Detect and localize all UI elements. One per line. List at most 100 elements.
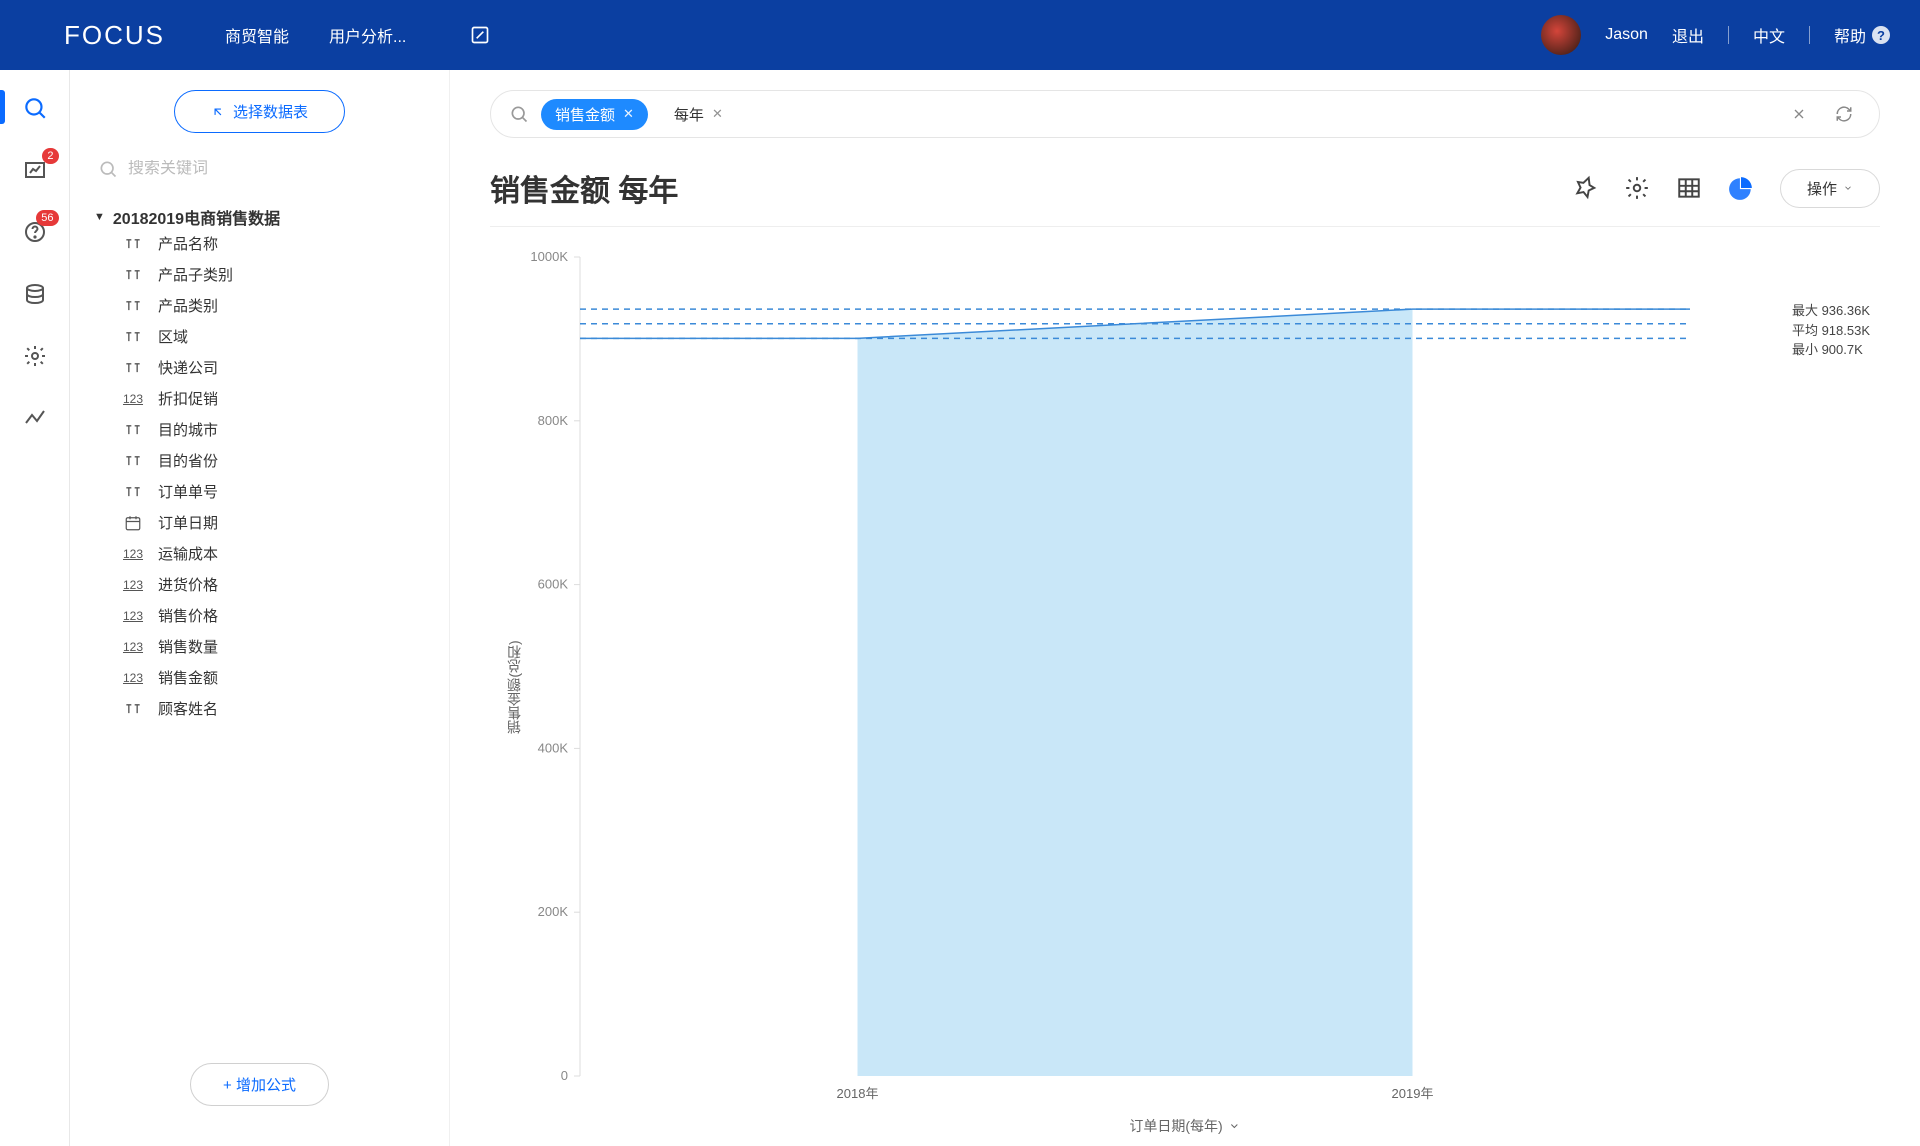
- logout-link[interactable]: 退出: [1672, 23, 1704, 47]
- main-content: 销售金额 ✕ 每年 ✕ 销售金额 每年: [450, 70, 1920, 1146]
- field-search[interactable]: [94, 153, 425, 185]
- rail-line-icon[interactable]: [21, 404, 49, 432]
- help-link[interactable]: 帮助 ?: [1834, 23, 1890, 47]
- clear-query-icon[interactable]: [1783, 102, 1815, 126]
- rail-chart-badge: 2: [42, 148, 58, 164]
- field-type-icon: [122, 360, 144, 376]
- select-table-button[interactable]: 选择数据表: [174, 90, 345, 133]
- field-item[interactable]: 123 销售数量: [122, 636, 425, 657]
- field-item[interactable]: 123运输成本: [122, 543, 425, 564]
- field-label: 销售价格: [158, 605, 218, 626]
- field-label: 产品类别: [158, 295, 218, 316]
- field-item[interactable]: 123进货价格: [122, 574, 425, 595]
- field-type-icon: 123: [122, 640, 144, 654]
- field-label: 快递公司: [158, 357, 218, 378]
- rail-chart-icon[interactable]: 2: [21, 156, 49, 184]
- table-icon[interactable]: [1676, 175, 1702, 201]
- data-panel: 选择数据表 ▼ 20182019电商销售数据 产品名称产品子类别产品类别区域快递…: [70, 70, 450, 1146]
- field-item[interactable]: 产品类别: [122, 295, 425, 316]
- header-right: Jason 退出 中文 帮助 ?: [1541, 15, 1890, 55]
- field-label: 折扣促销: [158, 388, 218, 409]
- dataset-title[interactable]: ▼ 20182019电商销售数据: [94, 205, 425, 229]
- field-label: 产品子类别: [158, 264, 233, 285]
- pin-icon[interactable]: [1572, 175, 1598, 201]
- field-item[interactable]: 顾客姓名: [122, 698, 425, 719]
- y-axis-label: 销售金额(总和): [504, 640, 524, 733]
- language-link[interactable]: 中文: [1753, 23, 1785, 47]
- search-icon: [98, 159, 118, 179]
- x-axis-label[interactable]: 订单日期(每年): [1129, 1116, 1240, 1136]
- user-name[interactable]: Jason: [1605, 26, 1648, 44]
- field-item[interactable]: 目的城市: [122, 419, 425, 440]
- svg-text:0: 0: [561, 1068, 568, 1083]
- title-row: 销售金额 每年 操作: [490, 166, 1880, 227]
- add-formula-button[interactable]: + 增加公式: [190, 1063, 329, 1106]
- refresh-icon[interactable]: [1827, 101, 1861, 127]
- edit-icon[interactable]: [470, 25, 490, 45]
- field-list: 产品名称产品子类别产品类别区域快递公司 123 折扣促销目的城市目的省份订单单号订单…: [94, 233, 425, 719]
- action-button[interactable]: 操作: [1780, 169, 1880, 208]
- field-type-icon: [122, 484, 144, 500]
- field-type-icon: [122, 701, 144, 717]
- field-item[interactable]: 123 销售价格: [122, 605, 425, 626]
- pill-remove-icon[interactable]: ✕: [712, 106, 723, 122]
- field-item[interactable]: 订单日期: [122, 512, 425, 533]
- rail-search-icon[interactable]: [21, 94, 49, 122]
- ref-line-label: 最大 936.36K: [1792, 301, 1870, 321]
- field-item[interactable]: 产品子类别: [122, 264, 425, 285]
- field-type-icon: [122, 236, 144, 252]
- field-item[interactable]: 目的省份: [122, 450, 425, 471]
- field-type-icon: [122, 453, 144, 469]
- field-label: 顾客姓名: [158, 698, 218, 719]
- rail-help-badge: 56: [36, 210, 58, 226]
- field-label: 订单日期: [158, 512, 218, 533]
- field-item[interactable]: 产品名称: [122, 233, 425, 254]
- svg-text:2019年: 2019年: [1392, 1086, 1434, 1101]
- field-type-icon: [122, 298, 144, 314]
- field-item[interactable]: 123销售金额: [122, 667, 425, 688]
- rail-database-icon[interactable]: [21, 280, 49, 308]
- field-label: 销售数量: [158, 636, 218, 657]
- nav-item-user-analysis[interactable]: 用户分析...: [329, 23, 406, 47]
- icon-rail: 2 56: [0, 70, 70, 1146]
- field-item[interactable]: 订单单号: [122, 481, 425, 502]
- nav-menu: 商贸智能 用户分析...: [225, 23, 490, 47]
- rail-help-icon[interactable]: 56: [21, 218, 49, 246]
- top-header: FOCUS 商贸智能 用户分析... Jason 退出 中文 帮助 ?: [0, 0, 1920, 70]
- pie-chart-icon[interactable]: [1728, 175, 1754, 201]
- logo[interactable]: FOCUS: [20, 19, 165, 51]
- nav-item-bi[interactable]: 商贸智能: [225, 23, 289, 47]
- field-label: 产品名称: [158, 233, 218, 254]
- field-item[interactable]: 123 折扣促销: [122, 388, 425, 409]
- help-icon: ?: [1872, 26, 1890, 44]
- field-type-icon: [122, 267, 144, 283]
- avatar[interactable]: [1541, 15, 1581, 55]
- field-label: 目的省份: [158, 450, 218, 471]
- chart-area: 销售金额(总和) 0200K400K600K800K1000K2018年2019…: [490, 237, 1880, 1136]
- gear-icon[interactable]: [1624, 175, 1650, 201]
- pill-remove-icon[interactable]: ✕: [623, 106, 634, 122]
- chart-toolbar: 操作: [1572, 169, 1880, 208]
- action-label: 操作: [1807, 178, 1837, 199]
- field-type-icon: 123: [122, 392, 144, 406]
- field-type-icon: 123: [122, 578, 144, 592]
- field-item[interactable]: 快递公司: [122, 357, 425, 378]
- query-pill-period[interactable]: 每年 ✕: [660, 99, 737, 130]
- field-label: 订单单号: [158, 481, 218, 502]
- rail-settings-icon[interactable]: [21, 342, 49, 370]
- field-type-icon: 123: [122, 609, 144, 623]
- query-pill-metric[interactable]: 销售金额 ✕: [541, 99, 648, 130]
- query-bar[interactable]: 销售金额 ✕ 每年 ✕: [490, 90, 1880, 138]
- ref-line-label: 平均 918.53K: [1792, 321, 1870, 341]
- pill-label: 每年: [674, 104, 704, 125]
- field-type-icon: 123: [122, 547, 144, 561]
- divider: [1728, 26, 1729, 44]
- svg-text:200K: 200K: [538, 904, 569, 919]
- field-type-icon: 123: [122, 671, 144, 685]
- field-item[interactable]: 区域: [122, 326, 425, 347]
- svg-text:1000K: 1000K: [530, 249, 568, 264]
- chart-title: 销售金额 每年: [490, 166, 678, 210]
- svg-text:600K: 600K: [538, 577, 569, 592]
- search-icon: [509, 104, 529, 124]
- field-search-input[interactable]: [128, 160, 421, 178]
